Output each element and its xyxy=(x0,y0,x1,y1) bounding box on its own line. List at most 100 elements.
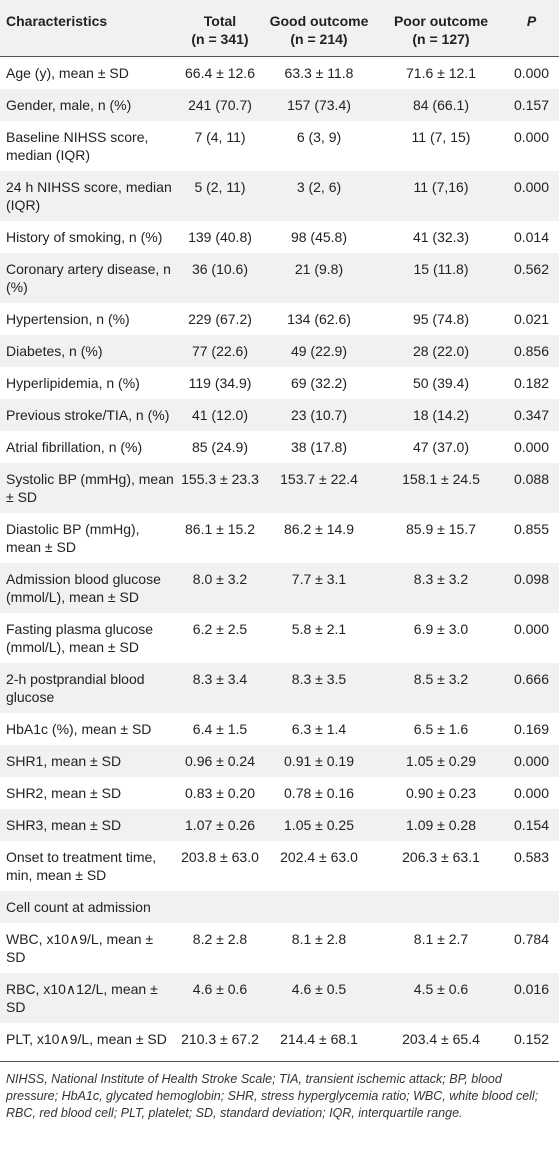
cell-p-value: 0.000 xyxy=(513,785,550,801)
cell-p-value: 0.000 xyxy=(513,129,550,145)
table-row: Cell count at admission xyxy=(0,891,559,923)
table-row: Atrial fibrillation, n (%) 85 (24.9) 38 (1… xyxy=(0,431,559,463)
cell-good-outcome: 4.6 ± 0.5 xyxy=(291,981,347,997)
cell-total: 6.4 ± 1.5 xyxy=(192,721,248,737)
cell-good-outcome: 23 (10.7) xyxy=(290,407,348,423)
row-label: Diabetes, n (%) xyxy=(6,343,103,359)
table-row: Onset to treatment time, min, mean ± SD 2… xyxy=(0,841,559,891)
row-label: RBC, x10∧12/L, mean ± SD xyxy=(6,981,158,1015)
row-label: History of smoking, n (%) xyxy=(6,229,163,245)
row-label: Cell count at admission xyxy=(6,899,151,915)
cell-total: 1.07 ± 0.26 xyxy=(185,817,255,833)
cell-poor-outcome: 8.5 ± 3.2 xyxy=(413,671,469,687)
cell-poor-outcome: 6.9 ± 3.0 xyxy=(413,621,469,637)
cell-p-value: 0.021 xyxy=(513,311,550,327)
table-row: Previous stroke/TIA, n (%) 41 (12.0) 23 (1… xyxy=(0,399,559,431)
cell-poor-outcome: 11 (7,16) xyxy=(413,179,469,195)
cell-poor-outcome: 8.3 ± 3.2 xyxy=(413,571,469,587)
cell-good-outcome: 134 (62.6) xyxy=(287,311,351,327)
header-p: P xyxy=(504,0,559,57)
cell-total: 86.1 ± 15.2 xyxy=(185,521,255,537)
cell-poor-outcome: 18 (14.2) xyxy=(412,407,470,423)
cell-poor-outcome: 206.3 ± 63.1 xyxy=(402,849,480,865)
cell-p-value: 0.000 xyxy=(513,65,550,81)
cell-good-outcome: 8.3 ± 3.5 xyxy=(291,671,347,687)
table-row: HbA1c (%), mean ± SD 6.4 ± 1.5 6.3 ± 1.4 6.… xyxy=(0,713,559,745)
table-row: Diastolic BP (mmHg), mean ± SD 86.1 ± 15.… xyxy=(0,513,559,563)
table-row: RBC, x10∧12/L, mean ± SD 4.6 ± 0.6 4.6 ± 0… xyxy=(0,973,559,1023)
cell-good-outcome: 6 (3, 9) xyxy=(296,129,342,145)
row-label: Gender, male, n (%) xyxy=(6,97,132,113)
cell-poor-outcome: 95 (74.8) xyxy=(412,311,470,327)
row-label: Hyperlipidemia, n (%) xyxy=(6,375,140,391)
cell-poor-outcome: 50 (39.4) xyxy=(412,375,470,391)
cell-poor-outcome: 15 (11.8) xyxy=(413,261,469,277)
cell-p-value: 0.855 xyxy=(513,521,550,537)
cell-total: 8.3 ± 3.4 xyxy=(192,671,248,687)
cell-good-outcome: 98 (45.8) xyxy=(290,229,348,245)
cell-poor-outcome: 84 (66.1) xyxy=(412,97,470,113)
cell-poor-outcome: 85.9 ± 15.7 xyxy=(406,521,476,537)
table-row: Baseline NIHSS score, median (IQR) 7 (4, … xyxy=(0,121,559,171)
cell-good-outcome: 6.3 ± 1.4 xyxy=(291,721,347,737)
table-row: SHR1, mean ± SD 0.96 ± 0.24 0.91 ± 0.19 1.0… xyxy=(0,745,559,777)
cell-total: 229 (67.2) xyxy=(188,311,252,327)
cell-good-outcome: 0.91 ± 0.19 xyxy=(284,753,354,769)
row-label: SHR2, mean ± SD xyxy=(6,785,122,801)
row-label: Fasting plasma glucose (mmol/L), mean ± … xyxy=(6,621,154,655)
row-label: SHR1, mean ± SD xyxy=(6,753,122,769)
cell-p-value: 0.000 xyxy=(513,621,550,637)
row-label: Onset to treatment time, min, mean ± SD xyxy=(6,849,157,883)
cell-good-outcome: 21 (9.8) xyxy=(294,261,344,277)
cell-p-value: 0.562 xyxy=(513,261,550,277)
cell-total: 0.83 ± 0.20 xyxy=(185,785,255,801)
table-row: Hyperlipidemia, n (%) 119 (34.9) 69 (32.2)… xyxy=(0,367,559,399)
cell-good-outcome: 202.4 ± 63.0 xyxy=(280,849,358,865)
row-label: Coronary artery disease, n (%) xyxy=(6,261,171,295)
cell-good-outcome: 49 (22.9) xyxy=(290,343,348,359)
cell-p-value: 0.583 xyxy=(513,849,550,865)
row-label: Age (y), mean ± SD xyxy=(6,65,129,81)
table-row: PLT, x10∧9/L, mean ± SD 210.3 ± 67.2 214.4… xyxy=(0,1023,559,1055)
cell-poor-outcome: 158.1 ± 24.5 xyxy=(402,471,480,487)
row-label: Systolic BP (mmHg), mean ± SD xyxy=(6,471,174,505)
cell-total: 210.3 ± 67.2 xyxy=(181,1031,259,1047)
cell-poor-outcome: 11 (7, 15) xyxy=(411,129,471,145)
cell-total: 155.3 ± 23.3 xyxy=(181,471,259,487)
cell-total: 8.2 ± 2.8 xyxy=(192,931,248,947)
cell-total: 41 (12.0) xyxy=(191,407,249,423)
table-row: Admission blood glucose (mmol/L), mean ±… xyxy=(0,563,559,613)
cell-good-outcome: 0.78 ± 0.16 xyxy=(284,785,354,801)
table-row: Systolic BP (mmHg), mean ± SD 155.3 ± 23.… xyxy=(0,463,559,513)
table-footnote: NIHSS, National Institute of Health Stro… xyxy=(0,1061,559,1122)
row-label: 2-h postprandial blood glucose xyxy=(6,671,145,705)
cell-p-value: 0.666 xyxy=(513,671,550,687)
row-label: Previous stroke/TIA, n (%) xyxy=(6,407,170,423)
cell-total: 5 (2, 11) xyxy=(194,179,246,195)
row-label: Atrial fibrillation, n (%) xyxy=(6,439,143,455)
table-row: SHR3, mean ± SD 1.07 ± 0.26 1.05 ± 0.25 1.0… xyxy=(0,809,559,841)
cell-good-outcome: 214.4 ± 68.1 xyxy=(280,1031,358,1047)
cell-total: 4.6 ± 0.6 xyxy=(192,981,248,997)
cell-p-value: 0.014 xyxy=(513,229,550,245)
row-label: SHR3, mean ± SD xyxy=(6,817,122,833)
row-label: Diastolic BP (mmHg), mean ± SD xyxy=(6,521,140,555)
cell-p-value: 0.169 xyxy=(513,721,550,737)
table-row: Hypertension, n (%) 229 (67.2) 134 (62.6) 9… xyxy=(0,303,559,335)
cell-total: 119 (34.9) xyxy=(188,375,252,391)
row-label: Baseline NIHSS score, median (IQR) xyxy=(6,129,149,163)
table-row: Coronary artery disease, n (%) 36 (10.6) 2… xyxy=(0,253,559,303)
cell-p-value: 0.157 xyxy=(513,97,550,113)
cell-total: 241 (70.7) xyxy=(188,97,252,113)
table-row: WBC, x10∧9/L, mean ± SD 8.2 ± 2.8 8.1 ± 2.… xyxy=(0,923,559,973)
header-characteristics: Characteristics xyxy=(0,0,180,57)
cell-total: 85 (24.9) xyxy=(191,439,249,455)
table-row: SHR2, mean ± SD 0.83 ± 0.20 0.78 ± 0.16 0.9… xyxy=(0,777,559,809)
cell-p-value: 0.016 xyxy=(513,981,550,997)
cell-p-value: 0.154 xyxy=(513,817,550,833)
cell-total: 77 (22.6) xyxy=(191,343,249,359)
table-row: History of smoking, n (%) 139 (40.8) 98 (4… xyxy=(0,221,559,253)
cell-good-outcome: 7.7 ± 3.1 xyxy=(291,571,347,587)
cell-poor-outcome: 41 (32.3) xyxy=(412,229,470,245)
row-label: Hypertension, n (%) xyxy=(6,311,130,327)
